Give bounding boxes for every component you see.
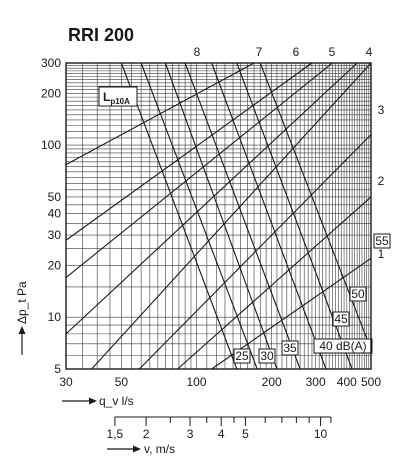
sound-line-35 xyxy=(164,62,278,370)
velocity-arrow-head xyxy=(133,445,141,453)
sound-label-45: 45 xyxy=(332,311,350,327)
y-axis-arrow-head xyxy=(18,326,26,334)
y-tick-label: 20 xyxy=(48,258,62,272)
chart-title: RRI 200 xyxy=(68,25,134,45)
setting-line-2 xyxy=(177,196,372,370)
setting-label-4: 4 xyxy=(366,45,373,59)
sound-label-text: 30 xyxy=(260,349,274,363)
y-axis-label: Δp_t Pa xyxy=(15,281,29,355)
setting-label-7: 7 xyxy=(256,45,263,59)
velocity-axis-label: v, m/s xyxy=(107,442,175,456)
setting-line-6 xyxy=(65,62,333,278)
sound-label-text: 25 xyxy=(235,349,249,363)
y-tick-label: 300 xyxy=(41,56,61,70)
setting-line-4 xyxy=(91,62,372,370)
axes-layer: 30 50 100 200 300 400 500 5 10 20 30 40 50 100 200 300 Δ… xyxy=(15,56,381,456)
setting-label-8: 8 xyxy=(194,45,201,59)
x-tick-label: 400 xyxy=(337,375,357,389)
sound-label-box xyxy=(349,286,367,302)
setting-line-3 xyxy=(138,134,372,370)
velocity-tick-label: 10 xyxy=(314,427,328,441)
velocity-tick-label: 4 xyxy=(218,427,225,441)
x-tick-label: 200 xyxy=(262,375,282,389)
legend-box-text: Lp10A xyxy=(103,90,130,106)
sound-label-text: 35 xyxy=(283,341,297,355)
sound-label-box xyxy=(233,348,251,364)
legend-box-frame xyxy=(98,86,138,107)
x-tick-label: 30 xyxy=(59,375,73,389)
sound-label-55: 55 xyxy=(373,233,391,249)
sound-label-text: 45 xyxy=(334,312,348,326)
y-tick-label: 200 xyxy=(41,86,61,100)
sound-line-55 xyxy=(259,62,372,350)
plot-frame xyxy=(65,62,372,370)
velocity-tick-label: 3 xyxy=(187,427,194,441)
y-tick-label: 30 xyxy=(48,228,62,242)
velocity-tick-label: 5 xyxy=(242,427,249,441)
sound-line-25 xyxy=(120,62,238,370)
setting-label-6: 6 xyxy=(293,45,300,59)
legend-box-lp10a: Lp10A xyxy=(98,86,138,107)
sound-line-30 xyxy=(140,62,258,370)
sound-label-25: 25 xyxy=(233,348,251,364)
series-layer xyxy=(65,62,372,370)
sound-label-text: 55 xyxy=(375,234,389,248)
sound-label-40: 40 dB(A) xyxy=(313,338,373,354)
legend-sub: p10A xyxy=(110,97,130,106)
setting-label-1: 1 xyxy=(378,247,385,261)
x-tick-label: 300 xyxy=(306,375,326,389)
velocity-tick-label: 2 xyxy=(143,427,150,441)
sound-label-50: 50 xyxy=(349,286,367,302)
sound-label-30: 30 xyxy=(258,348,276,364)
x-tick-label: 500 xyxy=(361,375,381,389)
y-axis-label-text: Δp_t Pa xyxy=(15,281,29,324)
sound-label-box xyxy=(258,348,276,364)
sound-label-text: 40 dB(A) xyxy=(319,339,366,353)
y-tick-label: 100 xyxy=(41,138,61,152)
y-tick-label: 5 xyxy=(54,362,61,376)
y-tick-label: 10 xyxy=(48,310,62,324)
y-tick-label: 50 xyxy=(48,190,62,204)
velocity-tick-label: 1,5 xyxy=(107,427,124,441)
velocity-axis-label-text: v, m/s xyxy=(144,442,175,456)
sound-line-45 xyxy=(211,62,327,370)
setting-line-7 xyxy=(65,62,313,241)
x-axis-arrow-head xyxy=(89,397,97,405)
sound-label-box xyxy=(332,311,350,327)
sound-label-box xyxy=(313,338,373,354)
sound-label-35: 35 xyxy=(281,340,299,356)
y-tick-label: 40 xyxy=(48,207,62,221)
setting-line-5 xyxy=(65,62,358,335)
setting-label-5: 5 xyxy=(329,45,336,59)
setting-label-2: 2 xyxy=(378,174,385,188)
sound-label-box xyxy=(281,340,299,356)
x-axis-label-text: q_v l/s xyxy=(99,394,134,408)
x-tick-label: 50 xyxy=(115,375,129,389)
x-tick-label: 100 xyxy=(187,375,207,389)
legend-l: L xyxy=(103,90,110,104)
sound-label-text: 50 xyxy=(351,287,365,301)
grid xyxy=(65,62,372,370)
setting-label-3: 3 xyxy=(378,103,385,117)
sound-line-40 xyxy=(184,62,301,370)
sound-label-box xyxy=(373,233,391,249)
x-axis-label: q_v l/s xyxy=(62,394,134,408)
